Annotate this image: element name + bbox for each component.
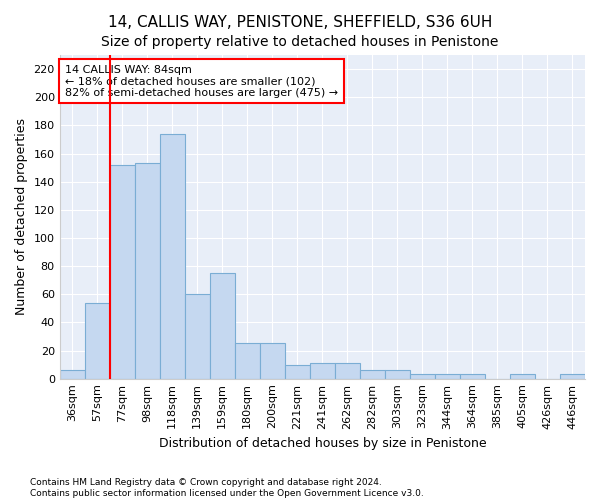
Text: 14 CALLIS WAY: 84sqm
← 18% of detached houses are smaller (102)
82% of semi-deta: 14 CALLIS WAY: 84sqm ← 18% of detached h… — [65, 64, 338, 98]
Bar — [210, 273, 235, 378]
Bar — [335, 363, 360, 378]
Text: Size of property relative to detached houses in Penistone: Size of property relative to detached ho… — [101, 35, 499, 49]
Bar — [59, 370, 85, 378]
Bar — [160, 134, 185, 378]
Bar — [135, 164, 160, 378]
Bar — [285, 364, 310, 378]
Bar — [235, 344, 260, 378]
Bar — [560, 374, 585, 378]
Bar — [260, 344, 285, 378]
Bar — [360, 370, 385, 378]
Y-axis label: Number of detached properties: Number of detached properties — [15, 118, 28, 316]
X-axis label: Distribution of detached houses by size in Penistone: Distribution of detached houses by size … — [158, 437, 486, 450]
Bar — [510, 374, 535, 378]
Bar — [310, 363, 335, 378]
Bar — [385, 370, 410, 378]
Bar — [435, 374, 460, 378]
Bar — [110, 165, 135, 378]
Text: Contains HM Land Registry data © Crown copyright and database right 2024.
Contai: Contains HM Land Registry data © Crown c… — [30, 478, 424, 498]
Bar — [410, 374, 435, 378]
Bar — [85, 302, 110, 378]
Bar — [460, 374, 485, 378]
Text: 14, CALLIS WAY, PENISTONE, SHEFFIELD, S36 6UH: 14, CALLIS WAY, PENISTONE, SHEFFIELD, S3… — [108, 15, 492, 30]
Bar — [185, 294, 210, 378]
